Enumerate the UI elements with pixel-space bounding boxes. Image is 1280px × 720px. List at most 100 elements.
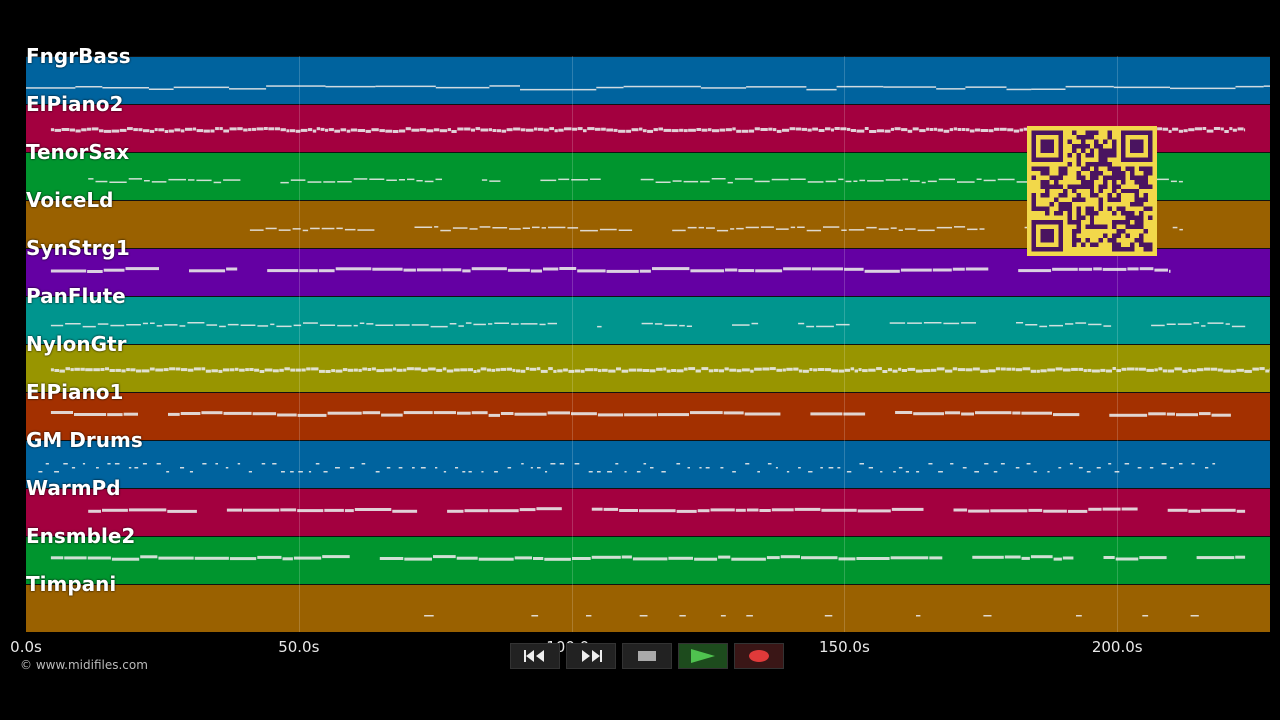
note	[512, 368, 516, 372]
note	[544, 557, 571, 561]
stop-button[interactable]	[622, 643, 672, 669]
note	[533, 557, 544, 560]
track-gm-drums[interactable]	[26, 440, 1270, 488]
fast-forward-button[interactable]	[566, 643, 616, 669]
note	[754, 180, 770, 183]
note	[307, 128, 313, 132]
note	[375, 85, 436, 88]
note	[311, 367, 319, 371]
note	[807, 128, 812, 132]
track-notes	[50, 411, 1231, 417]
note	[189, 269, 226, 273]
note	[54, 128, 61, 132]
note	[225, 467, 229, 469]
note	[557, 369, 563, 373]
note	[1062, 556, 1074, 560]
note	[489, 85, 520, 87]
note	[63, 463, 68, 465]
note	[264, 368, 273, 372]
note	[585, 368, 593, 372]
track-nylongtr[interactable]	[26, 344, 1270, 392]
note	[334, 129, 340, 133]
track-fngrbass[interactable]	[26, 56, 1270, 104]
note	[1225, 323, 1230, 325]
note	[126, 368, 130, 372]
note	[1170, 180, 1177, 183]
note	[793, 367, 799, 371]
note	[943, 322, 960, 325]
note	[298, 471, 303, 473]
note	[1139, 267, 1154, 271]
note	[272, 463, 277, 465]
note	[367, 368, 372, 371]
note	[572, 127, 578, 131]
note	[716, 229, 729, 232]
note	[128, 467, 132, 469]
note	[259, 370, 265, 373]
note	[606, 128, 613, 132]
track-elpiano1[interactable]	[26, 392, 1270, 440]
track-warmpd[interactable]	[26, 488, 1270, 536]
note	[954, 226, 966, 228]
note	[1206, 129, 1214, 133]
note	[649, 369, 656, 373]
note	[534, 127, 538, 131]
note	[642, 369, 650, 372]
note	[337, 324, 352, 327]
note	[318, 269, 335, 273]
note	[1161, 463, 1167, 465]
note	[357, 229, 375, 231]
note	[1135, 367, 1139, 371]
track-timpani[interactable]	[26, 584, 1270, 632]
note	[926, 127, 930, 131]
note	[679, 324, 685, 327]
note	[74, 413, 107, 416]
note	[769, 367, 776, 371]
note	[412, 467, 415, 469]
note	[392, 509, 418, 513]
note	[143, 129, 150, 133]
note	[945, 369, 953, 373]
note	[234, 367, 239, 371]
note	[854, 369, 858, 373]
note	[846, 127, 851, 131]
note	[921, 181, 926, 184]
note	[107, 413, 123, 417]
note	[144, 180, 150, 182]
track-ensmble2[interactable]	[26, 536, 1270, 584]
note	[1025, 324, 1038, 326]
note	[384, 368, 393, 372]
note	[724, 367, 729, 371]
note	[307, 181, 322, 183]
note	[1244, 128, 1246, 132]
note	[798, 322, 805, 325]
track-label: SynStrg1	[26, 236, 130, 260]
note	[631, 128, 639, 132]
note	[1142, 615, 1149, 617]
note	[688, 367, 696, 371]
note	[1188, 509, 1201, 513]
note	[806, 88, 837, 91]
play-button[interactable]	[678, 643, 728, 669]
note	[189, 471, 193, 473]
track-timeline[interactable]	[26, 56, 1270, 632]
track-label: GM Drums	[26, 428, 143, 452]
note	[296, 368, 301, 372]
note	[848, 229, 865, 231]
note	[727, 181, 733, 184]
rewind-button[interactable]	[510, 643, 560, 669]
track-notes	[50, 555, 1246, 561]
note	[795, 127, 802, 131]
record-button[interactable]	[734, 643, 784, 669]
note	[406, 367, 414, 371]
note	[999, 127, 1007, 131]
note	[904, 228, 916, 230]
note	[87, 556, 111, 560]
note	[846, 471, 852, 473]
note	[639, 127, 643, 131]
note	[435, 86, 490, 89]
note	[621, 369, 629, 373]
track-synstrg1[interactable]	[26, 248, 1270, 296]
track-panflute[interactable]	[26, 296, 1270, 344]
note	[361, 463, 366, 465]
